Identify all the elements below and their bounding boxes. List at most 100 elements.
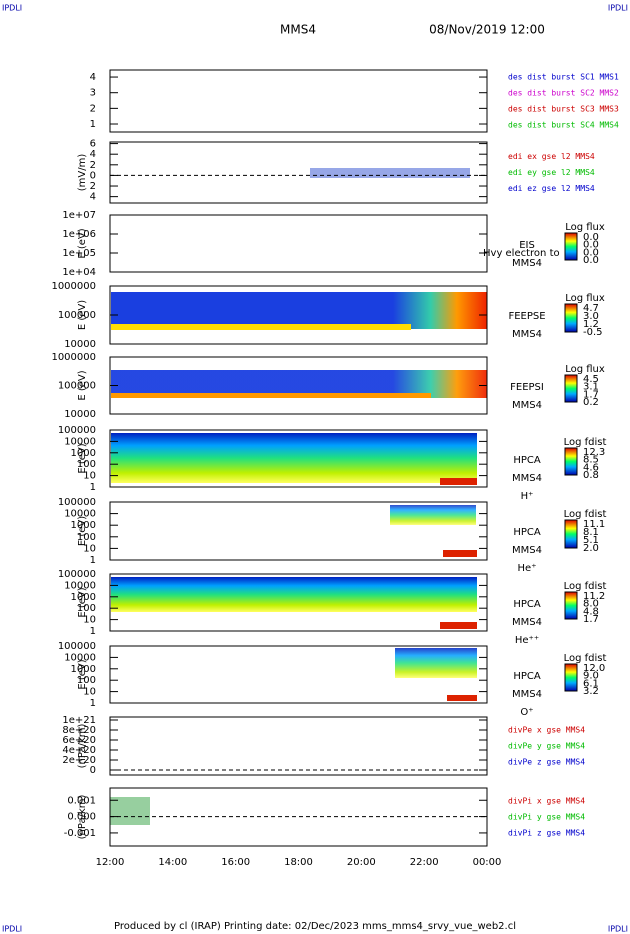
y-tick-label: 10000: [64, 509, 96, 520]
colorbar-tick-label: 11.2: [583, 591, 605, 602]
legend-entry: divPi y gse MMS4: [508, 813, 585, 822]
y-tick-label: 1e+06: [62, 229, 96, 240]
colorbar: [564, 519, 578, 549]
y-tick-label: 1e+04: [62, 267, 96, 278]
colorbar-tick-label: 0.2: [583, 397, 599, 408]
spectrogram-image: [111, 433, 477, 483]
y-axis-label: (mV/m): [77, 154, 88, 192]
colorbar-title: Log flux: [565, 364, 605, 375]
spectrogram-image: [440, 478, 477, 485]
y-tick-label: 10000: [64, 580, 96, 591]
colorbar-tick-label: 4.5: [583, 374, 599, 385]
y-tick-label: 4: [90, 149, 96, 160]
y-axis-label: E (eV): [77, 370, 88, 400]
colorbar-tick-label: 12.0: [583, 663, 605, 674]
y-tick-label: 1e+21: [62, 715, 96, 726]
instrument-label: H⁺: [521, 491, 534, 502]
legend-entry: edi ez gse l2 MMS4: [508, 184, 595, 193]
y-tick-label: 10: [83, 687, 96, 698]
y-axis-label: (nPa/km): [77, 724, 88, 769]
y-tick-label: 100: [77, 675, 96, 686]
colorbar-tick-label: 1.7: [583, 389, 599, 400]
y-tick-label: 1000: [71, 592, 96, 603]
y-tick-label: 100000: [58, 641, 96, 652]
y-tick-label: 1000000: [51, 281, 96, 292]
y-tick-label: 2e+20: [62, 755, 96, 766]
instrument-label: HPCA: [513, 455, 541, 466]
spectrogram-image: [111, 393, 431, 398]
y-tick-label: 4: [90, 192, 96, 203]
x-tick-label: 12:00: [96, 857, 125, 868]
spacecraft: MMS4: [280, 23, 316, 37]
colorbar-tick-label: 0.0: [583, 247, 599, 258]
y-tick-label: 1: [90, 698, 96, 709]
y-tick-label: 6: [90, 139, 96, 150]
legend-entry: des dist burst SC1 MMS1: [508, 73, 619, 82]
colorbar-tick-label: 8.1: [583, 527, 599, 538]
legend-entry: des dist burst SC2 MMS2: [508, 89, 619, 98]
colorbar-title: Log fdist: [564, 581, 607, 592]
colorbar-tick-label: 2.0: [583, 543, 599, 554]
y-tick-label: 2: [90, 160, 96, 171]
instrument-label: HPCA: [513, 527, 541, 538]
y-tick-label: 1000: [71, 664, 96, 675]
spectrogram-image: [443, 550, 477, 557]
colorbar: [564, 447, 578, 476]
y-tick-label: 10000: [64, 652, 96, 663]
y-tick-label: 0.001: [67, 795, 96, 806]
colorbar-tick-label: 0.8: [583, 470, 599, 481]
colorbar-tick-label: 1.7: [583, 614, 599, 625]
panel-frame: [109, 141, 488, 204]
legend-entry: des dist burst SC4 MMS4: [508, 121, 619, 130]
legend-entry: divPe x gse MMS4: [508, 726, 585, 735]
colorbar-title: Log fdist: [564, 509, 607, 520]
legend-entry: edi ex gse l2 MMS4: [508, 152, 595, 161]
spectrogram-image: [440, 622, 477, 629]
y-tick-label: 1e+07: [62, 210, 96, 221]
y-tick-label: 10: [83, 615, 96, 626]
colorbar-title: Log fdist: [564, 653, 607, 664]
colorbar-tick-label: -0.5: [583, 327, 603, 338]
x-tick-label: 20:00: [347, 857, 376, 868]
colorbar-tick-label: 8.5: [583, 455, 599, 466]
colorbar-tick-label: 9.0: [583, 671, 599, 682]
y-axis-label: E (eV): [77, 300, 88, 330]
spectrogram-image: [111, 292, 487, 329]
panel-frame: [109, 645, 488, 704]
panel-frame: [109, 716, 488, 776]
y-tick-label: 0.000: [67, 812, 96, 823]
corner-label: IPDLI: [2, 925, 22, 934]
colorbar-tick-label: 4.8: [583, 606, 599, 617]
instrument-label: He⁺⁺: [515, 635, 539, 646]
y-tick-label: 1000000: [51, 352, 96, 363]
colorbar: [564, 303, 578, 333]
colorbar: [564, 591, 578, 620]
instrument-label: O⁺: [520, 707, 533, 718]
trace-band: [310, 168, 470, 178]
y-tick-label: -0.001: [64, 828, 96, 839]
panel-frame: [109, 429, 488, 488]
colorbar: [564, 374, 578, 403]
colorbar-tick-label: 3.2: [583, 686, 599, 697]
colorbar-tick-label: 4.7: [583, 303, 599, 314]
y-axis-label: E (eV): [77, 443, 88, 473]
y-tick-label: 100000: [58, 569, 96, 580]
y-tick-label: 10: [83, 543, 96, 554]
y-tick-label: 1000: [71, 520, 96, 531]
y-tick-label: 0: [90, 170, 96, 181]
y-tick-label: 10: [83, 471, 96, 482]
y-tick-label: 10000: [64, 436, 96, 447]
y-tick-label: 100: [77, 603, 96, 614]
y-tick-label: 10000: [64, 339, 96, 350]
y-tick-label: 100000: [58, 381, 96, 392]
colorbar-title: Log fdist: [564, 437, 607, 448]
x-tick-label: 18:00: [284, 857, 313, 868]
y-tick-label: 4e+20: [62, 745, 96, 756]
instrument-label: FEEPSE: [508, 311, 545, 322]
instrument-label: MMS4: [512, 689, 542, 700]
colorbar-tick-label: 6.1: [583, 678, 599, 689]
y-tick-label: 100: [77, 459, 96, 470]
instrument-label: FEEPSI: [510, 382, 544, 393]
y-axis-label: (nPa/km): [77, 795, 88, 840]
